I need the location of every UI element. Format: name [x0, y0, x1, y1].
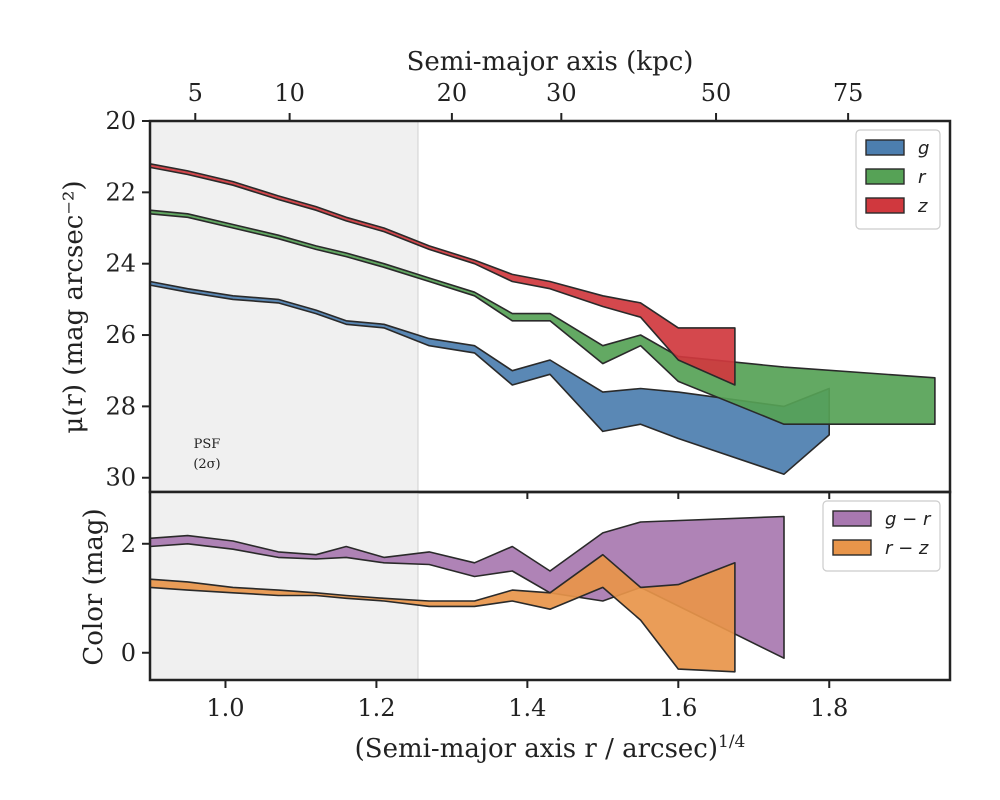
bottom-x-axis-title-main: (Semi-major axis r / arcsec): [355, 734, 718, 764]
bottom-x-axis-title-sup: 1/4: [718, 732, 745, 752]
top-y-tick-label: 22: [105, 178, 136, 206]
top-legend-label: g: [918, 138, 929, 159]
top-y-axis-title: μ(r) (mag arcsec⁻²): [59, 180, 89, 433]
kpc-tick-label: 5: [188, 79, 203, 107]
kpc-tick-label: 75: [833, 79, 864, 107]
color-band-rz: [149, 553, 736, 673]
top-legend-swatch: [865, 197, 905, 214]
bottom-legend-swatch: [832, 539, 872, 556]
bottom-legend-label: g − r: [885, 509, 932, 530]
bottom-legend: g − r r − z: [822, 500, 941, 572]
bottom-legend-swatch: [832, 510, 872, 527]
top-y-tick-label: 28: [105, 392, 136, 420]
kpc-tick-label: 20: [437, 79, 468, 107]
bottom-panel-frame: [148, 490, 952, 682]
bottom-x-tick-label: 1.0: [206, 694, 244, 722]
bottom-x-tick-label: 1.4: [508, 694, 546, 722]
bottom-legend-label: r − z: [885, 538, 929, 559]
top-legend: grz: [855, 129, 941, 230]
top-panel: 20 22 24 26 28 30 5 10 20 30 50 75 PSF (2σ) grz: [105, 79, 952, 499]
surface-brightness-band-z: [149, 163, 736, 386]
bottom-panel: 0 2 1.0 1.2 1.4 1.6 1.8 g − r r − z: [121, 490, 952, 722]
top-legend-label: r: [918, 167, 927, 188]
bottom-y-tick-label: 0: [121, 639, 136, 667]
psf-label-line2: (2σ): [193, 457, 220, 472]
kpc-tick-label: 30: [546, 79, 577, 107]
bottom-x-axis-title: (Semi-major axis r / arcsec)1/4: [355, 732, 746, 764]
top-legend-swatch: [865, 168, 905, 185]
top-y-tick-label: 26: [105, 321, 136, 349]
bottom-x-tick-label: 1.8: [810, 694, 848, 722]
top-legend-swatch: [865, 139, 905, 156]
surface-brightness-band-g: [149, 280, 831, 476]
top-y-tick-label: 24: [105, 250, 136, 278]
bottom-x-tick-label: 1.6: [659, 694, 697, 722]
top-x-axis-title: Semi-major axis (kpc): [407, 47, 694, 77]
top-y-tick-label: 30: [105, 464, 136, 492]
kpc-tick-label: 10: [274, 79, 305, 107]
kpc-tick-label: 50: [701, 79, 732, 107]
color-band-gr: [149, 515, 785, 660]
bottom-x-tick-label: 1.2: [357, 694, 395, 722]
top-legend-label: z: [917, 196, 928, 217]
bottom-y-axis-title: Color (mag): [79, 508, 109, 665]
bottom-y-tick-label: 2: [121, 530, 136, 558]
top-y-tick-label: 20: [105, 107, 136, 135]
surface-brightness-band-r: [149, 209, 936, 426]
psf-shaded-region-top: [150, 121, 418, 492]
psf-label-line1: PSF: [194, 437, 221, 452]
